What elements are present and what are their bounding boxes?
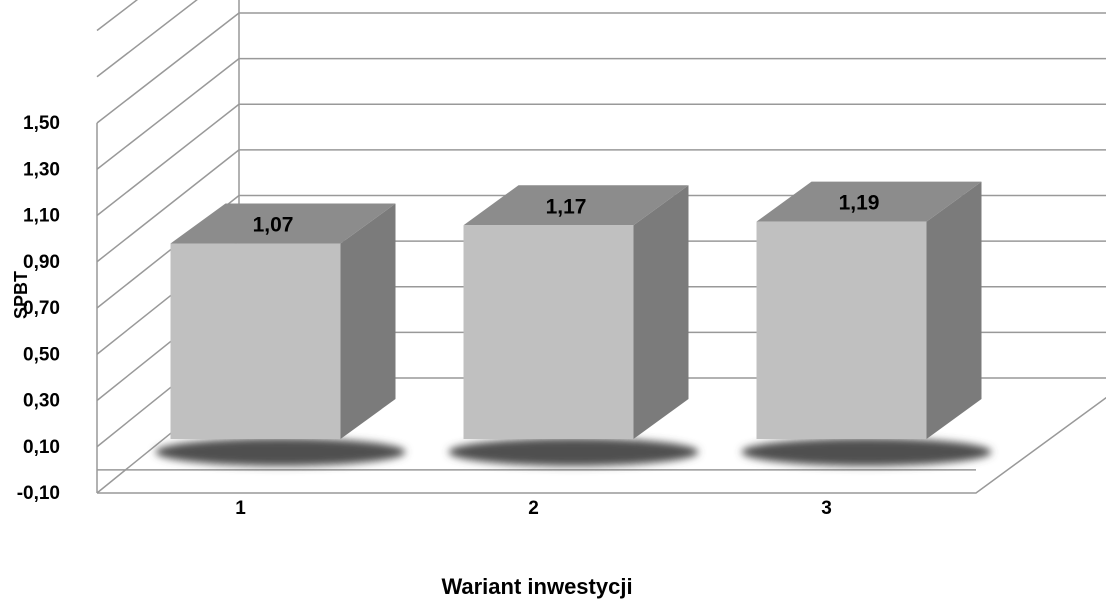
side-gridline: [96, 0, 139, 32]
y-tick-label: 1,50: [23, 113, 60, 134]
bar-side: [633, 185, 689, 439]
chart-floor: [97, 396, 1106, 494]
side-gridline: [96, 149, 240, 263]
y-axis-tick-labels: -0,10 0,10 0,30 0,50 0,70 0,90 1,10 1,30 1,50: [17, 113, 60, 504]
y-tick-label: 0,70: [23, 298, 60, 319]
y-tick-label: 1,30: [23, 159, 60, 180]
bar-top: [463, 185, 689, 226]
y-tick-label: -0,10: [17, 483, 60, 504]
y-tick-label: 0,50: [23, 344, 60, 365]
bar-value-label: 1,17: [546, 195, 587, 218]
floor-edge: [97, 396, 1106, 494]
side-gridline: [96, 58, 240, 170]
side-gridline: [96, 12, 240, 124]
bar: [756, 221, 927, 439]
y-axis-label: SPBT: [11, 271, 31, 319]
y-tick-label: 0,10: [23, 437, 60, 458]
x-tick-label: 2: [528, 498, 539, 519]
y-tick-label: 0,90: [23, 252, 60, 273]
x-axis-label: Wariant inwestycji: [441, 574, 632, 599]
bar-value-label: 1,19: [839, 192, 880, 215]
bar-shadow: [448, 438, 699, 466]
bar-shadow: [741, 438, 992, 466]
y-tick-label: 0,30: [23, 391, 60, 412]
x-tick-label: 3: [821, 498, 832, 519]
bar-top: [170, 203, 396, 244]
x-tick-label: 1: [235, 498, 246, 519]
bar-shadow: [155, 438, 406, 466]
bars: 1,07 1,17 1,19: [155, 181, 992, 466]
side-gridline: [96, 0, 198, 78]
bar-top: [756, 181, 982, 222]
bar-side: [340, 203, 396, 439]
bar: [463, 225, 634, 439]
y-tick-label: 1,10: [23, 206, 60, 227]
bar-value-label: 1,07: [253, 214, 294, 237]
x-axis-tick-labels: 1 2 3: [235, 498, 832, 519]
bar: [170, 243, 341, 439]
bar-side: [926, 181, 982, 439]
side-gridline: [96, 103, 240, 217]
